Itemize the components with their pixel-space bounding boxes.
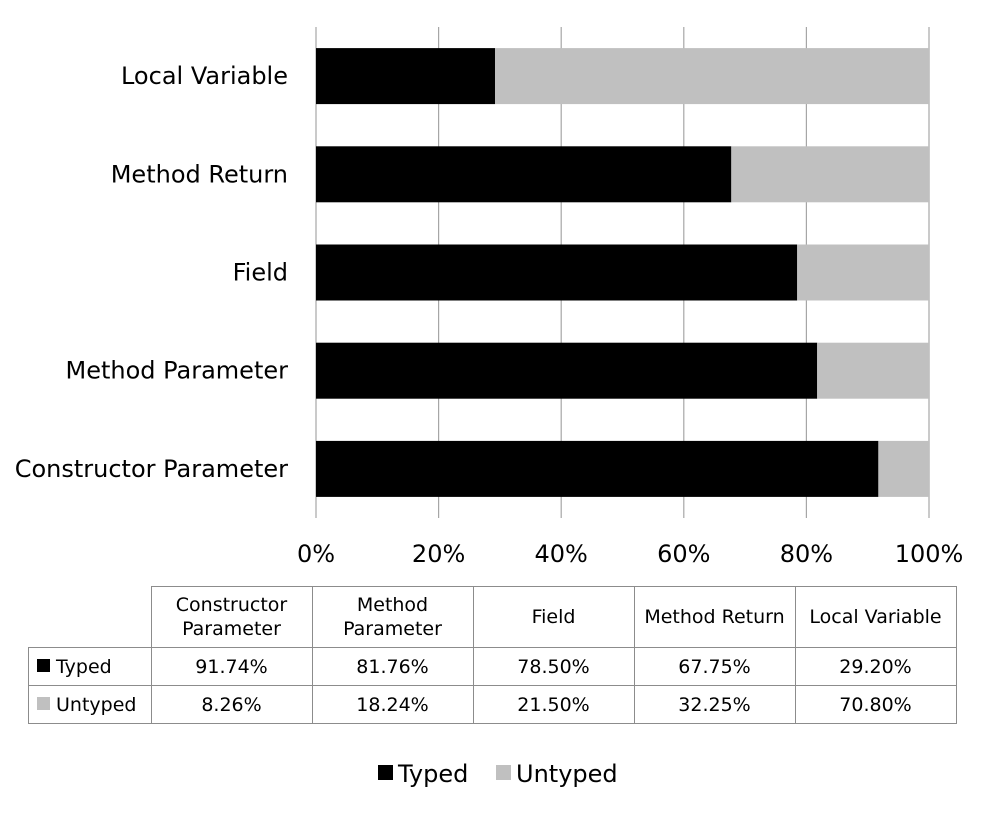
- table-column-header: Method Return: [633, 586, 796, 648]
- table-column-header: Method Parameter: [311, 586, 474, 648]
- bar-untyped: [494, 48, 929, 105]
- x-tick-label: 100%: [895, 540, 964, 568]
- table-cell: 67.75%: [633, 647, 796, 686]
- table-row: Untyped 8.26% 18.24% 21.50% 32.25% 70.80…: [28, 685, 957, 724]
- bar-typed: [316, 244, 798, 301]
- table-row-header: Typed: [28, 647, 152, 686]
- x-tick-label: 60%: [657, 540, 710, 568]
- data-table: Constructor Parameter Method Parameter F…: [28, 586, 957, 724]
- table-cell: 8.26%: [150, 685, 313, 724]
- bar-untyped: [731, 146, 929, 203]
- x-tick-label: 40%: [535, 540, 588, 568]
- table-column-header: Local Variable: [794, 586, 957, 648]
- untyped-swatch-icon: [496, 765, 511, 780]
- legend-item-untyped: Untyped: [496, 760, 618, 788]
- row-label: Typed: [56, 655, 112, 678]
- bar-typed: [316, 146, 732, 203]
- category-label: Constructor Parameter: [15, 455, 288, 483]
- bar-typed: [316, 342, 818, 399]
- table-cell: 91.74%: [150, 647, 313, 686]
- table-row: Typed 91.74% 81.76% 78.50% 67.75% 29.20%: [28, 647, 957, 686]
- table-cell: 78.50%: [472, 647, 635, 686]
- table-cell: 70.80%: [794, 685, 957, 724]
- legend-label: Typed: [398, 760, 469, 788]
- row-label: Untyped: [56, 693, 137, 716]
- legend-item-typed: Typed: [378, 760, 468, 788]
- category-label: Method Return: [111, 160, 288, 188]
- table-cell: 18.24%: [311, 685, 474, 724]
- table-cell: 32.25%: [633, 685, 796, 724]
- x-tick-label: 80%: [780, 540, 833, 568]
- table-cell: 21.50%: [472, 685, 635, 724]
- table-column-header: Constructor Parameter: [150, 586, 313, 648]
- untyped-swatch-icon: [37, 696, 50, 710]
- typed-swatch-icon: [378, 765, 393, 780]
- table-column-header: Field: [472, 586, 635, 648]
- bar-untyped: [797, 244, 929, 301]
- table-row-header: Untyped: [28, 685, 152, 724]
- bar-typed: [316, 48, 495, 105]
- table-cell: 29.20%: [794, 647, 957, 686]
- chart-legend: Typed Untyped: [378, 760, 638, 788]
- bar-untyped: [878, 440, 929, 497]
- x-tick-label: 20%: [412, 540, 465, 568]
- table-cell: 81.76%: [311, 647, 474, 686]
- table-corner: [28, 586, 152, 648]
- legend-label: Untyped: [516, 760, 618, 788]
- table-header-row: Constructor Parameter Method Parameter F…: [28, 586, 957, 648]
- category-label: Local Variable: [121, 62, 288, 90]
- stacked-bar-chart: Constructor Parameter Method Parameter Fie…: [15, 27, 964, 568]
- typed-swatch-icon: [37, 658, 50, 672]
- category-label: Field: [233, 259, 288, 287]
- x-tick-label: 0%: [297, 540, 335, 568]
- category-label: Method Parameter: [65, 357, 288, 385]
- bar-untyped: [817, 342, 929, 399]
- bar-typed: [316, 440, 879, 497]
